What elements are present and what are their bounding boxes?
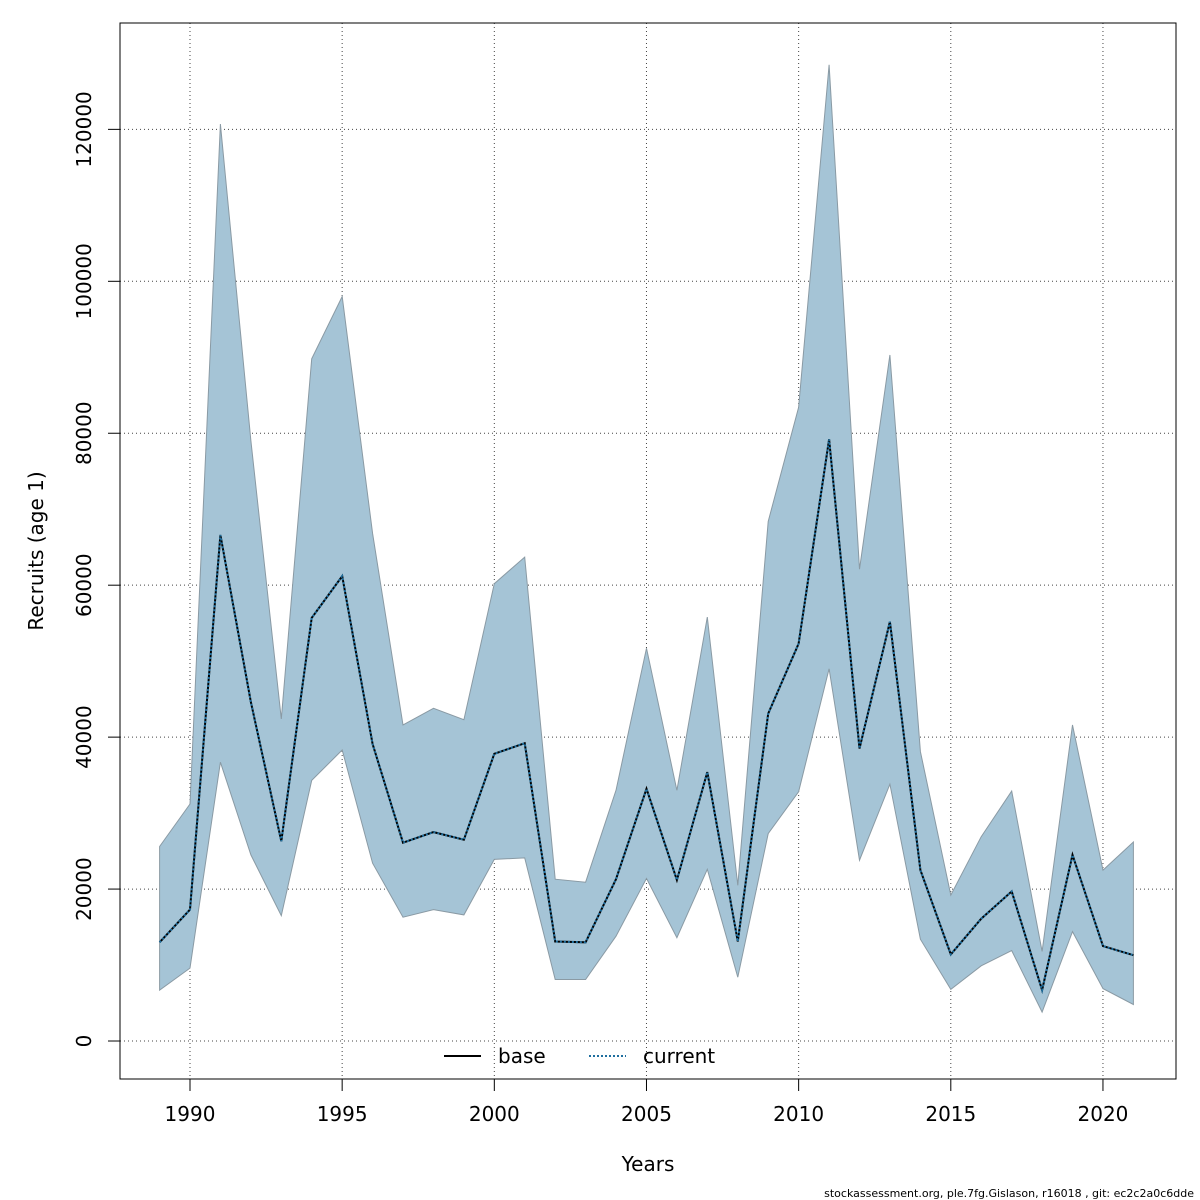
x-tick-label: 2005	[621, 1102, 672, 1126]
confidence-band	[159, 64, 1134, 1014]
confidence-band-layer	[159, 64, 1134, 1014]
y-tick-label: 0	[72, 1035, 96, 1048]
legend-label-current: current	[643, 1044, 715, 1068]
x-tick-label: 2015	[925, 1102, 976, 1126]
x-axis-title: Years	[621, 1152, 675, 1176]
legend-label-base: base	[498, 1044, 546, 1068]
y-axis-title: Recruits (age 1)	[24, 471, 48, 630]
x-tick-label: 2010	[773, 1102, 824, 1126]
x-tick-label: 2000	[469, 1102, 520, 1126]
x-axis: 1990 1995 2000 2005 2010 2015 2020	[165, 1078, 1129, 1126]
y-tick-label: 100000	[72, 243, 96, 319]
legend: base current	[444, 1044, 715, 1068]
y-tick-label: 60000	[72, 553, 96, 617]
y-tick-label: 120000	[72, 91, 96, 167]
y-axis: 0 20000 40000 60000 80000 100000 120000	[72, 91, 121, 1048]
x-tick-label: 1990	[165, 1102, 216, 1126]
footer-credit: stockassessment.org, ple.7fg.Gislason, r…	[824, 1187, 1194, 1200]
x-tick-label: 1995	[317, 1102, 368, 1126]
y-tick-label: 40000	[72, 705, 96, 769]
series-lines-layer	[158, 439, 1134, 994]
x-tick-label: 2020	[1078, 1102, 1129, 1126]
y-tick-label: 20000	[72, 857, 96, 921]
y-tick-label: 80000	[72, 401, 96, 465]
series-line-current	[158, 439, 1134, 994]
